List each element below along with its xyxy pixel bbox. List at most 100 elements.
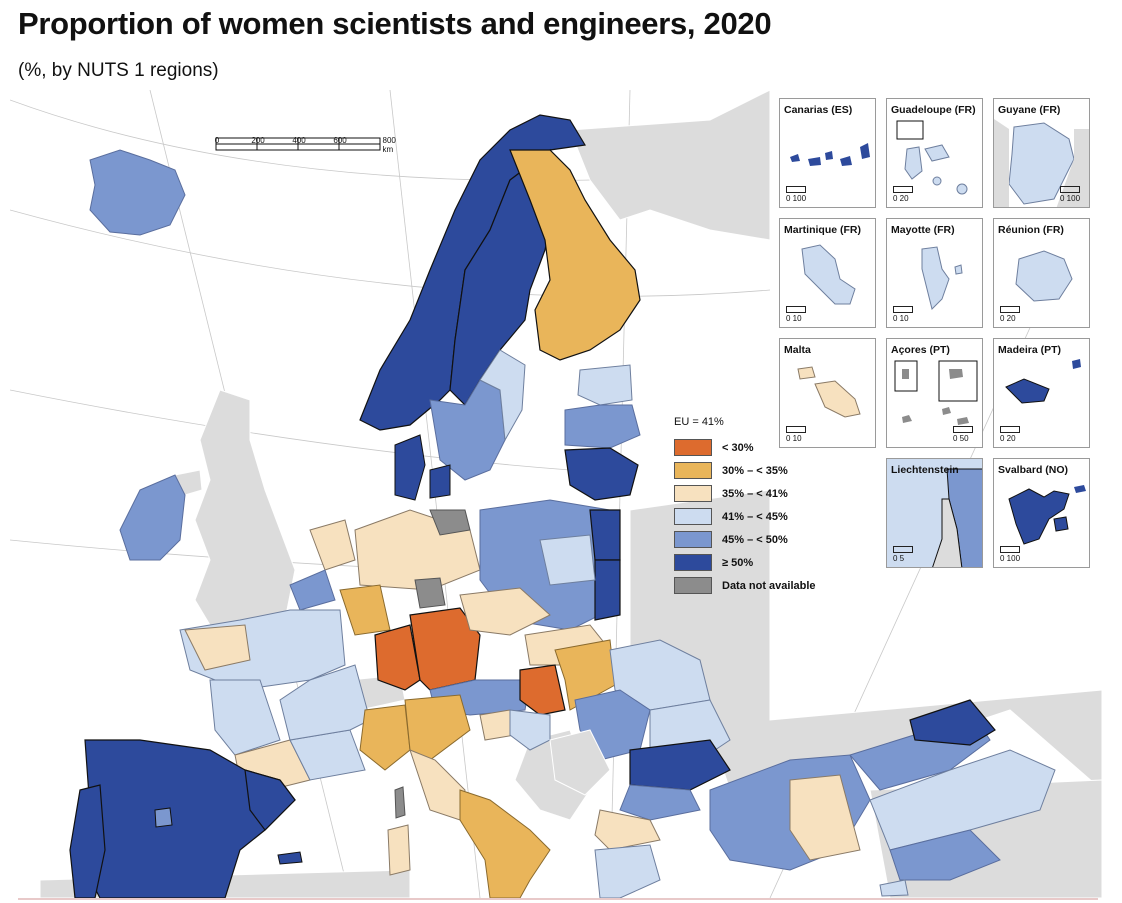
- inset-map: [1005, 359, 1081, 404]
- legend-label: < 30%: [722, 441, 754, 454]
- page-bottom-divider: [18, 898, 1098, 900]
- inset-madeira: Madeira (PT) 0 20: [993, 338, 1090, 448]
- inset-canarias: Canarias (ES) 0 100: [779, 98, 876, 208]
- inset-title: Réunion (FR): [998, 224, 1064, 236]
- inset-map: [797, 366, 861, 418]
- scale-label: 800 km: [382, 136, 396, 154]
- inset-svalbard: Svalbard (NO) 0 100: [993, 458, 1090, 568]
- legend-item: 30% – < 35%: [674, 459, 834, 482]
- region-bulgaria-south: [619, 784, 701, 821]
- legend-item: 41% – < 45%: [674, 505, 834, 528]
- legend-label: 35% – < 41%: [722, 487, 788, 500]
- inset-guyane: Guyane (FR) 0 100: [993, 98, 1090, 208]
- inset-scale-label: 0 20: [1000, 434, 1016, 443]
- legend-swatch: [674, 485, 712, 502]
- inset-scale-label: 0 10: [786, 314, 802, 323]
- inset-title: Guyane (FR): [998, 104, 1061, 116]
- inset-title: Madeira (PT): [998, 344, 1062, 356]
- region-croatia: [509, 709, 551, 751]
- region-poland-east: [589, 509, 621, 561]
- inset-title: Canarias (ES): [784, 104, 853, 116]
- region-france-west: [209, 679, 281, 756]
- legend-swatch: [674, 508, 712, 525]
- inset-map: [894, 360, 978, 425]
- inset-title: Açores (PT): [891, 344, 950, 356]
- region-belgium: [289, 569, 336, 611]
- scale-bar-icon: [953, 426, 973, 433]
- legend-swatch: [674, 577, 712, 594]
- inset-title: Martinique (FR): [784, 224, 861, 236]
- scale-label: 600: [333, 136, 347, 145]
- scale-label: 200: [251, 136, 265, 145]
- legend-swatch: [674, 554, 712, 571]
- inset-scale: 0 20: [893, 186, 913, 203]
- legend-item: 35% – < 41%: [674, 482, 834, 505]
- region-denmark: [394, 434, 426, 501]
- legend-label: 41% – < 45%: [722, 510, 788, 523]
- inset-scale: 0 100: [1060, 186, 1080, 203]
- scale-bar-icon: [1000, 546, 1020, 553]
- inset-scale: 0 20: [1000, 426, 1020, 443]
- inset-scale: 0 50: [953, 426, 973, 443]
- region-sweden-east: [479, 349, 526, 442]
- region-lithuania: [564, 447, 639, 501]
- region-italy-south: [459, 789, 551, 898]
- region-corsica: [394, 786, 406, 819]
- scale-bar-icon: [1000, 306, 1020, 313]
- region-estonia: [577, 364, 633, 406]
- map-subtitle: (%, by NUTS 1 regions): [18, 60, 219, 81]
- legend-item: Data not available: [674, 574, 834, 597]
- inset-scale-label: 0 20: [1000, 314, 1016, 323]
- region-italy-northwest: [359, 704, 411, 771]
- region-poland-southeast: [594, 559, 621, 621]
- region-baden-wuerttemberg: [374, 624, 421, 691]
- region-czechia: [459, 587, 551, 636]
- region-iceland: [89, 149, 186, 236]
- inset-scale: 0 10: [786, 306, 806, 323]
- inset-map: [1015, 250, 1073, 302]
- inset-scale-label: 0 10: [786, 434, 802, 443]
- scale-bar-icon: [893, 546, 913, 553]
- map-title: Proportion of women scientists and engin…: [18, 6, 772, 41]
- inset-scale-label: 0 50: [953, 434, 969, 443]
- region-turkey-northeast: [909, 699, 996, 746]
- inset-martinique: Martinique (FR) 0 10: [779, 218, 876, 328]
- inset-scale-label: 0 100: [1060, 194, 1081, 203]
- inset-acores: Açores (PT) 0 50: [886, 338, 983, 448]
- inset-scale: 0 100: [786, 186, 806, 203]
- region-poland-central: [539, 534, 596, 586]
- scale-bar-icon: [1000, 426, 1020, 433]
- inset-map: [994, 119, 1089, 207]
- region-madrid: [154, 807, 173, 828]
- inset-mayotte: Mayotte (FR) 0 10: [886, 218, 983, 328]
- scale-bar-graphic: [215, 137, 381, 151]
- region-denmark-islands: [429, 464, 451, 499]
- region-norway: [359, 114, 586, 431]
- inset-title: Liechtenstein: [891, 464, 959, 476]
- region-balearic: [277, 851, 303, 865]
- inset-scale-label: 0 10: [893, 314, 909, 323]
- region-germany-east-na: [429, 509, 471, 536]
- region-bulgaria-north: [629, 739, 731, 791]
- region-france-east: [279, 664, 371, 741]
- region-france-northwest: [184, 624, 251, 671]
- legend-label: 45% – < 50%: [722, 533, 788, 546]
- scale-bar: 0 200 400 600 800 km: [214, 136, 405, 154]
- inset-title: Guadeloupe (FR): [891, 104, 976, 116]
- scale-label: 0: [214, 136, 220, 145]
- region-finland: [509, 149, 641, 361]
- inset-scale-label: 0 5: [893, 554, 905, 563]
- inset-map: [896, 120, 968, 195]
- map-canvas: [10, 90, 1102, 898]
- legend-item: < 30%: [674, 436, 834, 459]
- inset-map: [932, 468, 982, 567]
- inset-reunion: Réunion (FR) 0 20: [993, 218, 1090, 328]
- scale-bar-icon: [786, 426, 806, 433]
- region-netherlands: [309, 519, 356, 571]
- region-hungary-central: [519, 664, 566, 716]
- legend-header: EU = 41%: [674, 416, 724, 428]
- scale-labels: 0 200 400 600 800 km: [214, 136, 405, 154]
- legend-swatch: [674, 531, 712, 548]
- region-turkey-central: [789, 774, 861, 861]
- region-germany-central-na: [414, 577, 446, 609]
